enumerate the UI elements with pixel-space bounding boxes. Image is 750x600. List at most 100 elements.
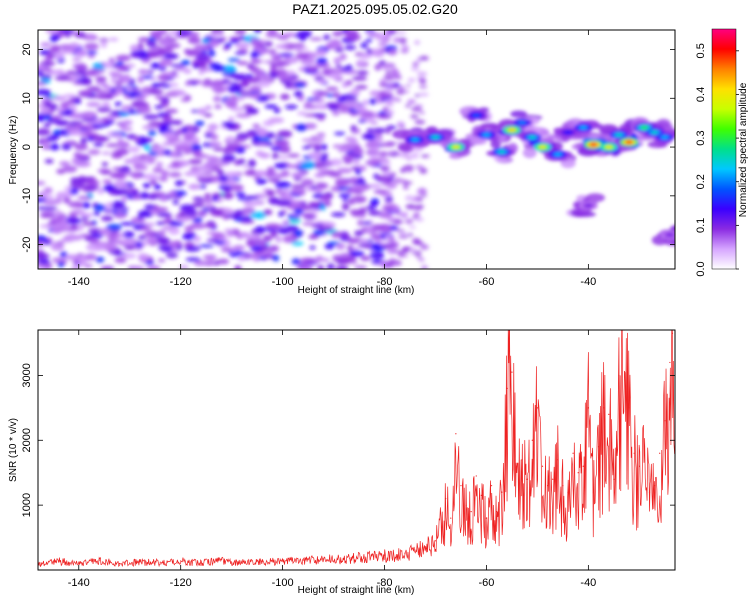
spectrogram-noise-cell	[99, 228, 111, 236]
spectrogram-noise-cell	[319, 195, 331, 201]
snr-point	[613, 478, 615, 480]
spectrogram-noise-cell	[38, 81, 47, 86]
spectrogram-noise-cell	[282, 219, 290, 225]
snr-point	[526, 478, 528, 480]
spectrogram-noise-cell	[332, 31, 343, 37]
spectrogram-noise-cell	[214, 104, 222, 109]
spectrogram-noise-cell	[156, 212, 172, 218]
spectrogram-noise-cell	[54, 119, 69, 127]
spectrogram-noise-cell	[253, 170, 269, 177]
snr-frame	[37, 329, 676, 571]
spectrogram-noise-cell	[310, 185, 318, 190]
spectrogram-noise-cell	[65, 254, 80, 261]
spectrogram-noise-cell	[66, 217, 80, 225]
spectrogram-noise-cell	[235, 42, 250, 49]
spectrogram-noise-cell	[163, 84, 172, 88]
spectrogram-noise-cell	[408, 225, 417, 229]
spectrogram-noise-cell	[312, 113, 327, 118]
spectrogram-noise-cell	[386, 109, 395, 116]
spectrogram-noise-cell	[415, 164, 424, 170]
snr-point	[562, 485, 564, 487]
spectrogram-noise-cell	[250, 37, 258, 42]
spectrogram-noise-cell	[249, 85, 262, 93]
spectrogram-noise-cell	[170, 63, 186, 68]
spectrogram-noise-cell	[57, 69, 64, 76]
snr-point	[547, 485, 549, 487]
spectrogram-noise-cell	[246, 239, 255, 247]
spectrogram-noise-cell	[335, 242, 346, 250]
spectrogram-noise-cell	[191, 202, 205, 208]
spectrogram-noise-cell	[413, 147, 424, 152]
spectrogram-noise-cell	[121, 253, 137, 259]
spectrogram-noise-cell	[84, 179, 100, 185]
spectrogram-noise-cell	[354, 230, 364, 237]
spectrogram-noise-cell	[117, 167, 132, 173]
spectrogram-noise-cell	[61, 143, 72, 151]
spectrogram-noise-cell	[137, 235, 147, 240]
spectrogram-noise-cell	[93, 142, 104, 147]
snr-point	[587, 407, 589, 409]
snr-point	[445, 498, 447, 500]
spectrogram-noise-cell	[79, 212, 94, 218]
snr-x-tick-label: -120	[170, 577, 192, 589]
spectrogram-noise-cell	[333, 39, 341, 47]
spectrogram-noise-cell	[254, 226, 266, 233]
spectrogram-noise-cell	[229, 82, 239, 86]
spectrogram-noise-cell	[410, 66, 420, 72]
spectrogram-noise-cell	[232, 245, 246, 251]
spectrogram-noise-cell	[286, 70, 296, 76]
spectrogram-noise-cell	[81, 118, 96, 122]
snr-point	[460, 485, 462, 487]
colorbar: 0.0 0.1 0.2 0.3 0.4 0.5 Normalized spectral a…	[695, 28, 749, 277]
spectrogram-noise-cell	[255, 178, 267, 185]
spectrogram-noise-cell	[275, 181, 291, 189]
spectrogram-noise-cell	[381, 64, 391, 71]
spectrogram-noise-cell	[266, 189, 275, 197]
spectrogram-noise-cell	[308, 234, 319, 240]
spectrogram-noise-cell	[97, 188, 105, 195]
spectrogram-noise-cell	[403, 164, 415, 171]
spectrogram-noise-cell	[60, 101, 70, 109]
snr-point	[180, 560, 182, 562]
spectrogram-noise-cell	[382, 106, 388, 112]
spectrogram-noise-cell	[71, 264, 81, 269]
spectrogram-noise-cell	[132, 189, 139, 197]
spectrogram-noise-cell	[174, 180, 184, 187]
spectrogram-noise-cell	[411, 106, 422, 112]
spectrogram-noise-cell	[290, 184, 306, 189]
spectrogram-noise-cell	[309, 37, 323, 41]
spectrogram-noise-cell	[105, 223, 122, 232]
snr-point	[450, 517, 452, 519]
spectrogram-noise-cell	[143, 230, 159, 238]
spectrogram-noise-cell	[366, 48, 373, 55]
spectrogram-noise-cell	[287, 153, 301, 158]
spectrogram-noise-cell	[118, 111, 130, 117]
spectrogram-noise-cell	[314, 173, 322, 178]
spectrogram-noise-cell	[222, 212, 230, 220]
spectrogram-noise-cell	[100, 117, 109, 125]
spectrogram-noise-cell	[360, 42, 369, 49]
spectrogram-noise-cell	[221, 247, 233, 253]
spectrogram-noise-cell	[169, 151, 179, 158]
spectrogram-noise-cell	[50, 70, 60, 76]
spectrogram-noise-cell	[398, 37, 407, 43]
spectrogram-noise-cell	[147, 121, 164, 126]
spectrogram-noise-cell	[369, 251, 385, 259]
spectrogram-noise-cell	[38, 240, 44, 247]
spectrogram-noise-cell	[293, 90, 303, 98]
spectrogram-noise-cell	[386, 142, 397, 145]
snr-jitter-line	[38, 330, 675, 568]
spectrogram-noise-cell	[111, 202, 125, 210]
spectrogram-signal-halo	[510, 110, 528, 118]
spectrogram-signal-halo	[675, 235, 686, 240]
snr-point	[98, 559, 100, 561]
spectrogram-noise-cell	[203, 254, 215, 260]
spectrogram-noise-cell	[414, 119, 426, 125]
spectrogram-noise-cell	[263, 209, 273, 216]
snr-y-axis-label: SNR (10 * v/v)	[8, 418, 19, 482]
spectrogram-noise-cell	[43, 199, 59, 206]
snr-point	[200, 562, 202, 564]
spectrogram-noise-cell	[164, 91, 181, 97]
spectrogram-noise-cell	[391, 96, 398, 101]
